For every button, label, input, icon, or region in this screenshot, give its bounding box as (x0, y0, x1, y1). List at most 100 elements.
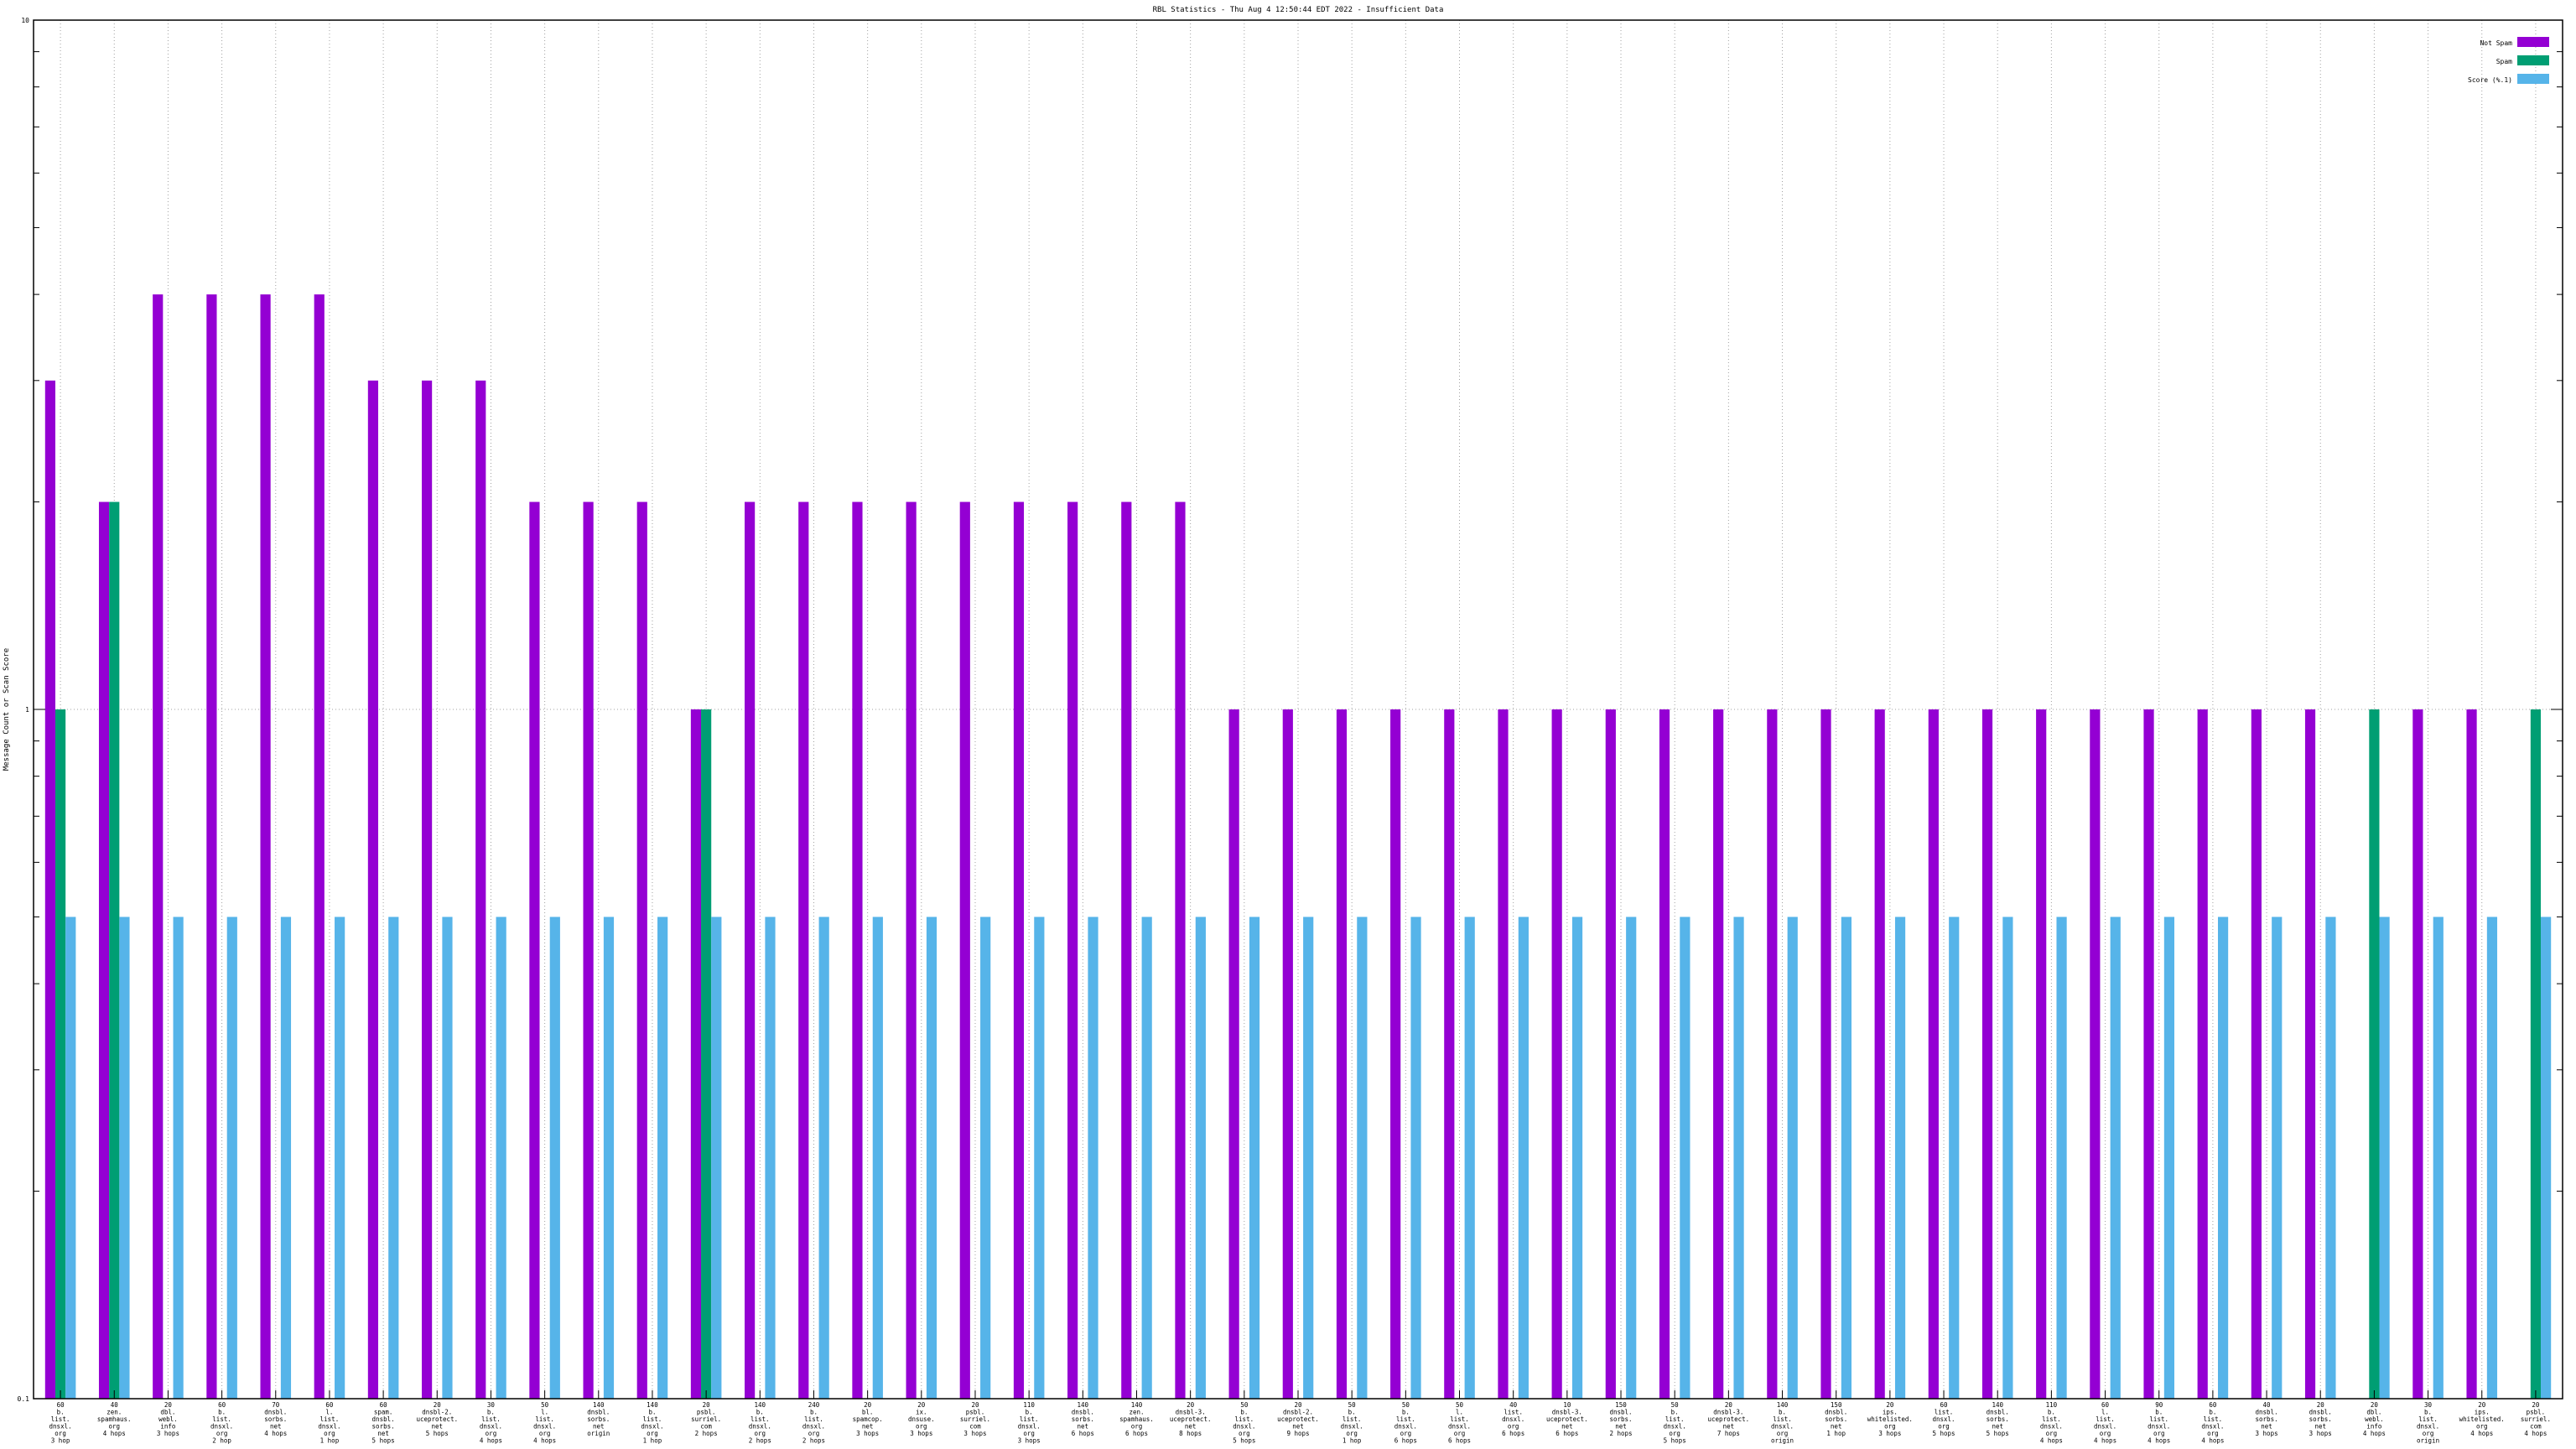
bar-not-spam (2412, 709, 2423, 1399)
x-tick-label: 60 l. list. dnsxl. org 1 hop (318, 1401, 340, 1445)
bar-not-spam (1713, 709, 1724, 1399)
bar-score-1 (657, 917, 668, 1399)
x-tick-label: 20 psbl. surriel. com 3 hops (960, 1401, 990, 1437)
chart-title: RBL Statistics - Thu Aug 4 12:50:44 EDT … (1153, 6, 1444, 14)
x-tick-label: 20 ips. whitelisted. org 4 hops (2459, 1401, 2505, 1437)
grid-lines (34, 20, 2563, 1399)
bar-score-1 (926, 917, 937, 1399)
bar-score-1 (119, 917, 130, 1399)
x-tick-label: 20 dbl. webl. info 3 hops (157, 1401, 179, 1437)
bar-score-1 (1894, 917, 1906, 1399)
legend-label: Score (%.1) (2468, 76, 2512, 84)
x-tick-label: 20 dbl. webl. info 4 hops (2363, 1401, 2386, 1437)
bar-not-spam (1228, 709, 1239, 1399)
bar-not-spam (1282, 709, 1293, 1399)
bar-not-spam (2036, 709, 2047, 1399)
x-tick-label: 150 dnsbl. sorbs. net 2 hops (1609, 1401, 1632, 1437)
bar-score-1 (496, 917, 506, 1399)
bar-score-1 (1141, 917, 1152, 1399)
x-tick-label: 60 list. dnsxl. org 5 hops (1932, 1401, 1955, 1437)
x-tick-label: 50 b. list. dnsxl. org 5 hops (1233, 1401, 1255, 1445)
bar-score-1 (603, 917, 615, 1399)
bar-not-spam (690, 709, 702, 1399)
bar-not-spam (1605, 709, 1616, 1399)
x-tick-label: 20 dnsbl-3. uceprotect. net 8 hops (1170, 1401, 1212, 1437)
x-tick-label: 30 b. list. dnsxl. org 4 hops (480, 1401, 502, 1445)
x-tick-label: 140 b. list. dnsxl. org 1 hop (641, 1401, 663, 1445)
bar-score-1 (872, 917, 883, 1399)
bar-score-1 (442, 917, 453, 1399)
bar-not-spam (1390, 709, 1401, 1399)
x-tick-label: 20 psbl. surriel. com 2 hops (691, 1401, 721, 1437)
bar-score-1 (1680, 917, 1690, 1399)
x-tick-label: 70 dnsbl. sorbs. net 4 hops (264, 1401, 287, 1437)
bar-score-1 (2163, 917, 2175, 1399)
x-tick-label: 60 spam. dnsbl. sorbs. net 5 hops (372, 1401, 395, 1445)
x-tick-label: 50 l. list. dnsxl. org 4 hops (533, 1401, 556, 1445)
bar-score-1 (1626, 917, 1637, 1399)
x-axis-tick-labels: 60 b. list. dnsxl. org 3 hop 40 zen. spamhaus. or… (49, 1401, 2551, 1445)
bar-not-spam (421, 380, 433, 1399)
x-tick-label: 140 dnsbl. sorbs. net 6 hops (1072, 1401, 1094, 1437)
bar-not-spam (2197, 709, 2208, 1399)
x-tick-label: 20 ips. whitelisted. org 3 hops (1867, 1401, 1913, 1437)
bar-not-spam (1981, 709, 1993, 1399)
x-tick-label: 30 b. list. dnsxl. org origin (2417, 1401, 2439, 1445)
bar-not-spam (798, 501, 809, 1399)
legend-swatch (2517, 74, 2549, 84)
bar-not-spam (1551, 709, 1562, 1399)
bar-score-1 (65, 917, 76, 1399)
bar-not-spam (1175, 501, 1186, 1399)
bar-not-spam (959, 501, 970, 1399)
bar-score-1 (388, 917, 399, 1399)
bar-not-spam (44, 380, 55, 1399)
bar-score-1 (1303, 917, 1314, 1399)
bar-not-spam (2090, 709, 2101, 1399)
bar-score-1 (1088, 917, 1098, 1399)
legend-label: Spam (2496, 58, 2512, 65)
x-tick-label: 10 dnsbl-3. uceprotect. net 6 hops (1546, 1401, 1588, 1437)
bar-not-spam (906, 501, 917, 1399)
bar-not-spam (852, 501, 863, 1399)
bar-score-1 (1195, 917, 1206, 1399)
bar-not-spam (260, 294, 271, 1399)
bar-not-spam (2304, 709, 2316, 1399)
x-tick-label: 50 l. list. dnsxl. org 6 hops (1448, 1401, 1471, 1445)
x-tick-label: 20 dnsbl-2. uceprotect. net 5 hops (416, 1401, 458, 1437)
bar-not-spam (475, 380, 486, 1399)
bar-spam (2369, 709, 2380, 1399)
bar-not-spam (636, 501, 647, 1399)
bar-score-1 (818, 917, 829, 1399)
y-axis-label: Message Count or Scan Score (3, 648, 11, 771)
y-tick-label: 1 (25, 706, 29, 714)
bar-not-spam (2251, 709, 2262, 1399)
x-tick-label: 40 zen. spamhaus. org 4 hops (97, 1401, 132, 1437)
bar-not-spam (529, 501, 540, 1399)
bar-not-spam (314, 294, 325, 1399)
legend-swatch (2517, 37, 2549, 47)
bar-score-1 (2110, 917, 2121, 1399)
bar-score-1 (2379, 917, 2390, 1399)
bar-not-spam (745, 501, 756, 1399)
bar-spam (701, 709, 712, 1399)
bar-not-spam (1067, 501, 1078, 1399)
x-tick-label: 60 b. list. dnsxl. org 4 hops (2201, 1401, 2224, 1445)
bar-score-1 (1410, 917, 1421, 1399)
bar-score-1 (1787, 917, 1798, 1399)
y-tick-label: 10 (21, 17, 29, 24)
x-tick-label: 20 bl. spamcop. net 3 hops (853, 1401, 883, 1437)
bar-score-1 (1518, 917, 1529, 1399)
x-tick-label: 50 b. list. dnsxl. org 5 hops (1664, 1401, 1686, 1445)
bar-not-spam (153, 294, 164, 1399)
bar-score-1 (1571, 917, 1583, 1399)
bar-score-1 (2272, 917, 2283, 1399)
bar-not-spam (2466, 709, 2477, 1399)
bar-not-spam (1121, 501, 1132, 1399)
x-tick-label: 20 dnsbl-2. uceprotect. net 9 hops (1277, 1401, 1319, 1437)
bar-score-1 (335, 917, 345, 1399)
bar-score-1 (1249, 917, 1260, 1399)
bar-not-spam (1498, 709, 1509, 1399)
legend-label: Not Spam (2480, 39, 2512, 47)
bar-not-spam (98, 501, 110, 1399)
